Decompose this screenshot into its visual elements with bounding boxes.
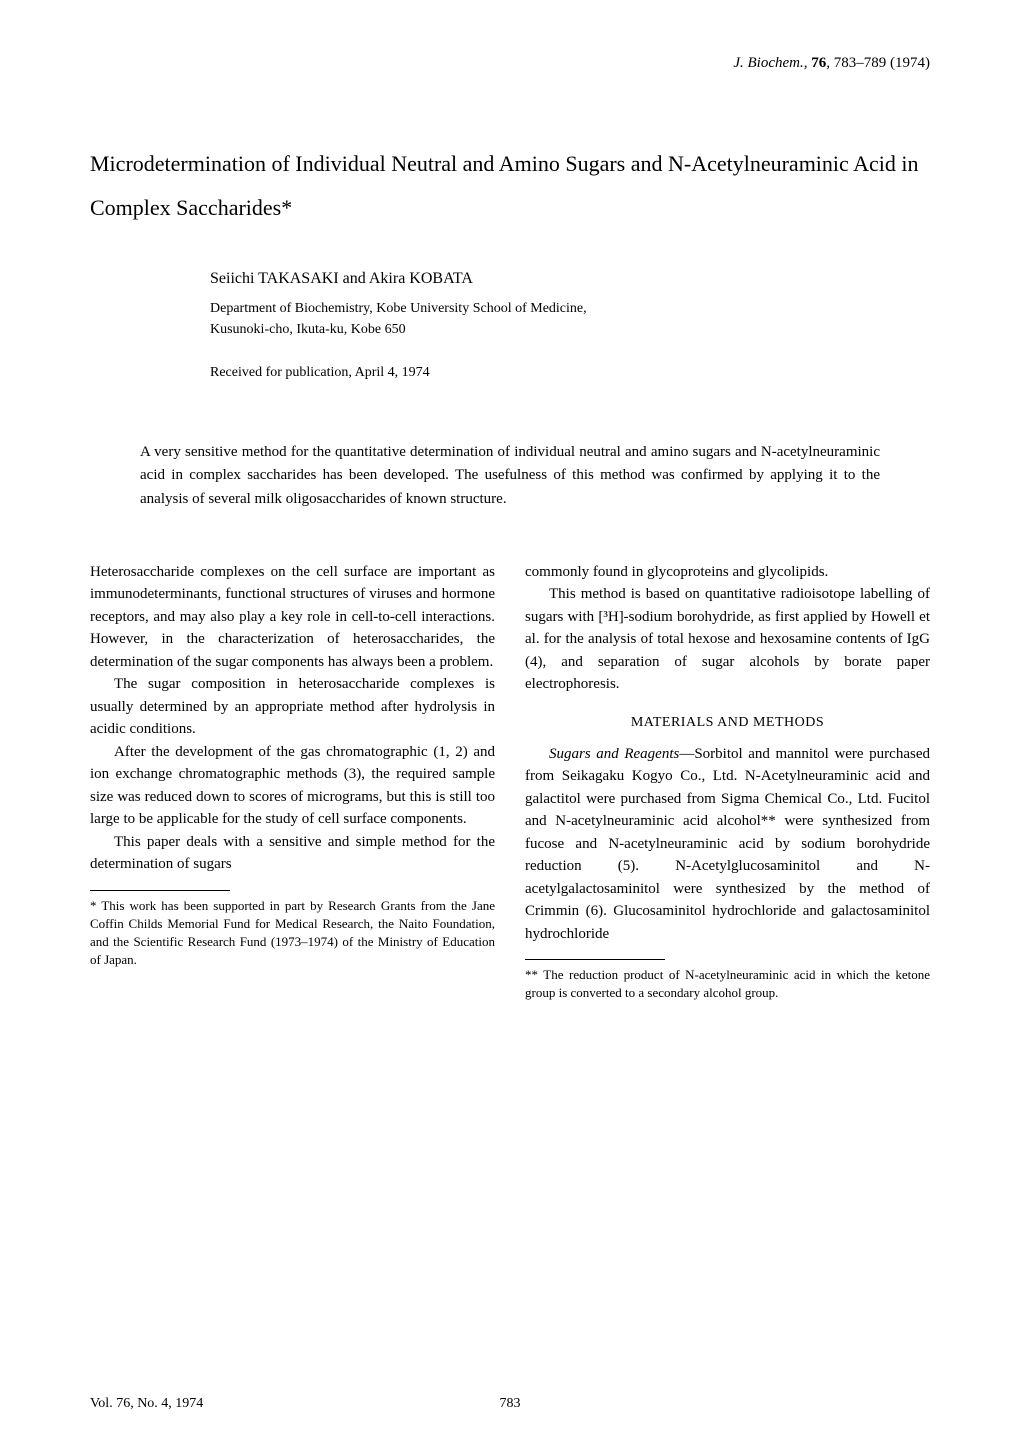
body-paragraph: Sugars and Reagents—Sorbitol and mannito… [525,743,930,946]
journal-name: J. Biochem. [733,55,803,71]
section-heading: MATERIALS AND METHODS [525,712,930,733]
header-citation: J. Biochem., 76, 783–789 (1974) [90,55,930,72]
journal-volume: 76 [811,55,826,71]
received-date: Received for publication, April 4, 1974 [210,365,930,381]
run-italic: Sugars and Reagents [549,746,679,762]
footnote: ** The reduction product of N-acetylneur… [525,966,930,1002]
page-number: 783 [500,1396,521,1412]
affiliation-line2: Kusunoki-cho, Ikuta-ku, Kobe 650 [210,319,930,340]
body-paragraph: commonly found in glycoproteins and glyc… [525,561,930,584]
page-footer: Vol. 76, No. 4, 1974 783 [90,1396,930,1412]
left-column: Heterosaccharide complexes on the cell s… [90,561,495,1003]
body-paragraph: After the development of the gas chromat… [90,741,495,831]
affiliation: Department of Biochemistry, Kobe Univers… [210,298,930,340]
journal-pages: 783–789 [834,55,887,71]
journal-year: (1974) [890,55,930,71]
footer-volume-info: Vol. 76, No. 4, 1974 [90,1396,203,1412]
footnote-separator [525,959,665,960]
footnote-separator [90,890,230,891]
body-paragraph: Heterosaccharide complexes on the cell s… [90,561,495,674]
run-normal: —Sorbitol and mannitol were purchased fr… [525,746,930,942]
body-paragraph: The sugar composition in heterosaccharid… [90,673,495,741]
footnote: * This work has been supported in part b… [90,897,495,970]
affiliation-line1: Department of Biochemistry, Kobe Univers… [210,298,930,319]
article-title: Microdetermination of Individual Neutral… [90,142,930,230]
authors: Seiichi TAKASAKI and Akira KOBATA [210,270,930,288]
body-columns: Heterosaccharide complexes on the cell s… [90,561,930,1003]
right-column: commonly found in glycoproteins and glyc… [525,561,930,1003]
body-paragraph: This method is based on quantitative rad… [525,583,930,696]
abstract: A very sensitive method for the quantita… [140,441,880,511]
body-paragraph: This paper deals with a sensitive and si… [90,831,495,876]
